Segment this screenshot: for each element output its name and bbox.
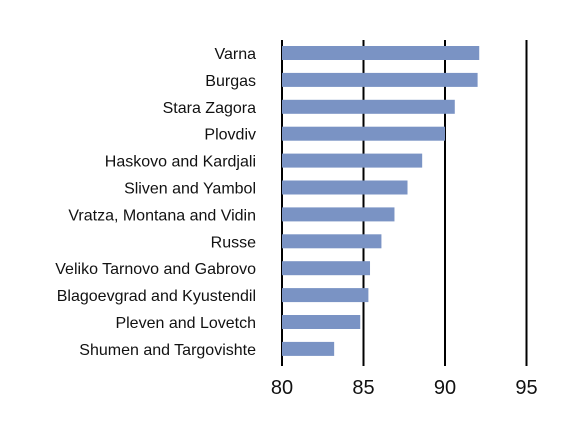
bar (282, 153, 423, 168)
bar (282, 126, 445, 141)
x-tick-label: 90 (434, 377, 456, 399)
gridlines (281, 40, 528, 366)
bar (282, 261, 371, 276)
x-tick-label: 95 (515, 377, 537, 399)
category-label: Varna (214, 46, 256, 63)
category-labels: Varna Burgas Stara Zagora Plovdiv Haskovo an… (55, 46, 256, 359)
category-label: Plovdiv (204, 127, 256, 144)
bars (282, 46, 480, 356)
category-label: Veliko Tarnovo and Gabrovo (55, 261, 256, 278)
bar (282, 99, 455, 114)
category-label: Burgas (205, 73, 256, 90)
category-label: Stara Zagora (163, 100, 256, 117)
x-tick-label: 80 (271, 377, 293, 399)
category-label: Blagoevgrad and Kyustendil (57, 288, 256, 305)
bar (282, 234, 382, 249)
category-label: Haskovo and Kardjali (105, 154, 256, 171)
category-label: Vratza, Montana and Vidin (68, 207, 256, 224)
bar (282, 288, 369, 303)
category-label: Russe (211, 234, 256, 251)
x-tick-label: 85 (352, 377, 374, 399)
bar (282, 341, 335, 356)
x-tick-labels: 80 85 90 95 (271, 377, 538, 399)
bar (282, 180, 408, 195)
bar (282, 315, 361, 329)
category-label: Pleven and Lovetch (115, 315, 256, 332)
bar (282, 46, 480, 60)
category-label: Sliven and Yambol (124, 181, 256, 198)
bar (282, 207, 395, 222)
bar (282, 72, 478, 87)
category-label: Shumen and Targovishte (79, 342, 256, 359)
